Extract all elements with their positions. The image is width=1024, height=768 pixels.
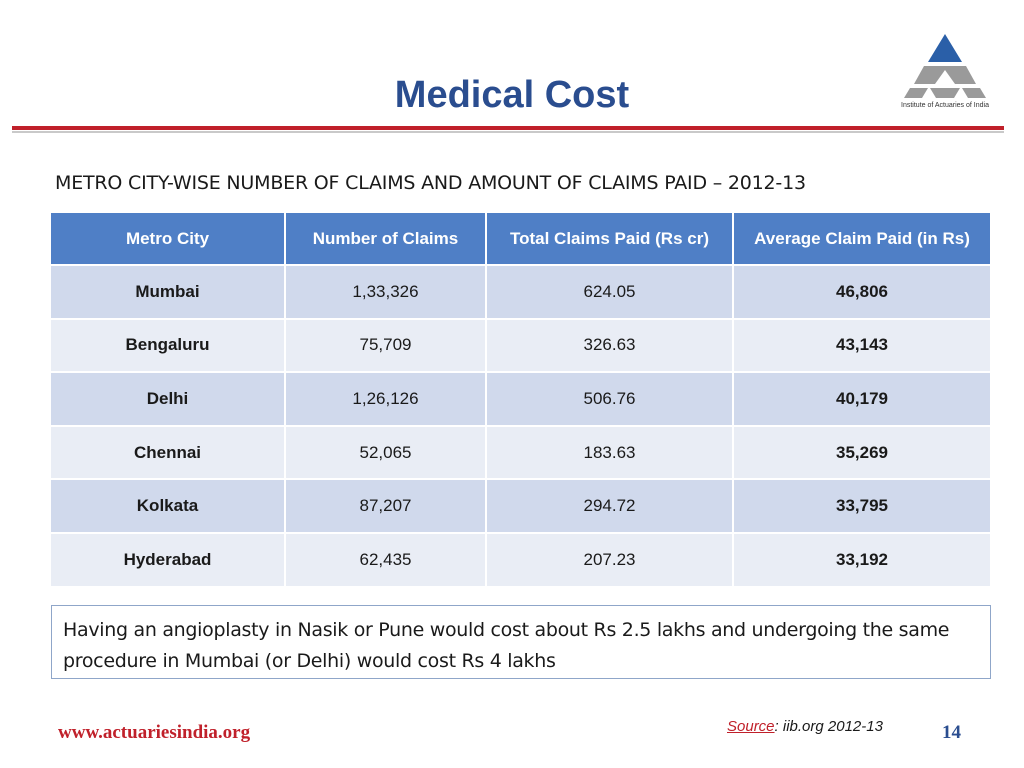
note-box: Having an angioplasty in Nasik or Pune w… (51, 605, 991, 679)
table-row: Mumbai 1,33,326 624.05 46,806 (51, 266, 990, 320)
claims-count-cell: 1,33,326 (286, 266, 487, 320)
table-header-row: Metro City Number of Claims Total Claims… (51, 213, 990, 266)
average-paid-cell: 46,806 (734, 266, 990, 320)
claims-table: Metro City Number of Claims Total Claims… (51, 213, 990, 588)
city-cell: Hyderabad (51, 533, 286, 588)
average-paid-cell: 33,192 (734, 533, 990, 588)
table-caption: METRO CITY-WISE NUMBER OF CLAIMS AND AMO… (55, 172, 806, 194)
column-header: Metro City (51, 213, 286, 266)
logo-caption: Institute of Actuaries of India (901, 102, 989, 109)
average-paid-cell: 35,269 (734, 426, 990, 481)
claims-count-cell: 87,207 (286, 480, 487, 534)
claims-count-cell: 1,26,126 (286, 373, 487, 427)
total-paid-cell: 183.63 (487, 426, 734, 481)
institute-logo: Institute of Actuaries of India (894, 30, 996, 114)
table-row: Bengaluru 75,709 326.63 43,143 (51, 319, 990, 374)
average-paid-cell: 43,143 (734, 319, 990, 374)
table-row: Chennai 52,065 183.63 35,269 (51, 426, 990, 481)
city-cell: Chennai (51, 426, 286, 481)
city-cell: Kolkata (51, 480, 286, 534)
average-paid-cell: 33,795 (734, 480, 990, 534)
city-cell: Bengaluru (51, 319, 286, 374)
table-row: Delhi 1,26,126 506.76 40,179 (51, 373, 990, 427)
total-paid-cell: 207.23 (487, 533, 734, 588)
total-paid-cell: 326.63 (487, 319, 734, 374)
column-header: Average Claim Paid (in Rs) (734, 213, 990, 266)
source-label: Source (727, 718, 775, 735)
page-title: Medical Cost (394, 74, 630, 116)
website-link[interactable]: www.actuariesindia.org (58, 722, 251, 743)
column-header: Total Claims Paid (Rs cr) (487, 213, 734, 266)
city-cell: Delhi (51, 373, 286, 427)
source-text: : iib.org 2012-13 (774, 718, 883, 735)
page-number: 14 (942, 722, 961, 743)
column-header: Number of Claims (286, 213, 487, 266)
table-row: Hyderabad 62,435 207.23 33,192 (51, 533, 990, 588)
header-divider (12, 126, 1004, 130)
header-divider-shadow (12, 131, 1004, 133)
institute-triangle-logo-icon (904, 34, 986, 98)
total-paid-cell: 506.76 (487, 373, 734, 427)
claims-count-cell: 62,435 (286, 533, 487, 588)
source-citation: Source: iib.org 2012-13 (727, 718, 883, 735)
average-paid-cell: 40,179 (734, 373, 990, 427)
claims-count-cell: 75,709 (286, 319, 487, 374)
total-paid-cell: 624.05 (487, 266, 734, 320)
total-paid-cell: 294.72 (487, 480, 734, 534)
city-cell: Mumbai (51, 266, 286, 320)
claims-count-cell: 52,065 (286, 426, 487, 481)
table-row: Kolkata 87,207 294.72 33,795 (51, 480, 990, 534)
